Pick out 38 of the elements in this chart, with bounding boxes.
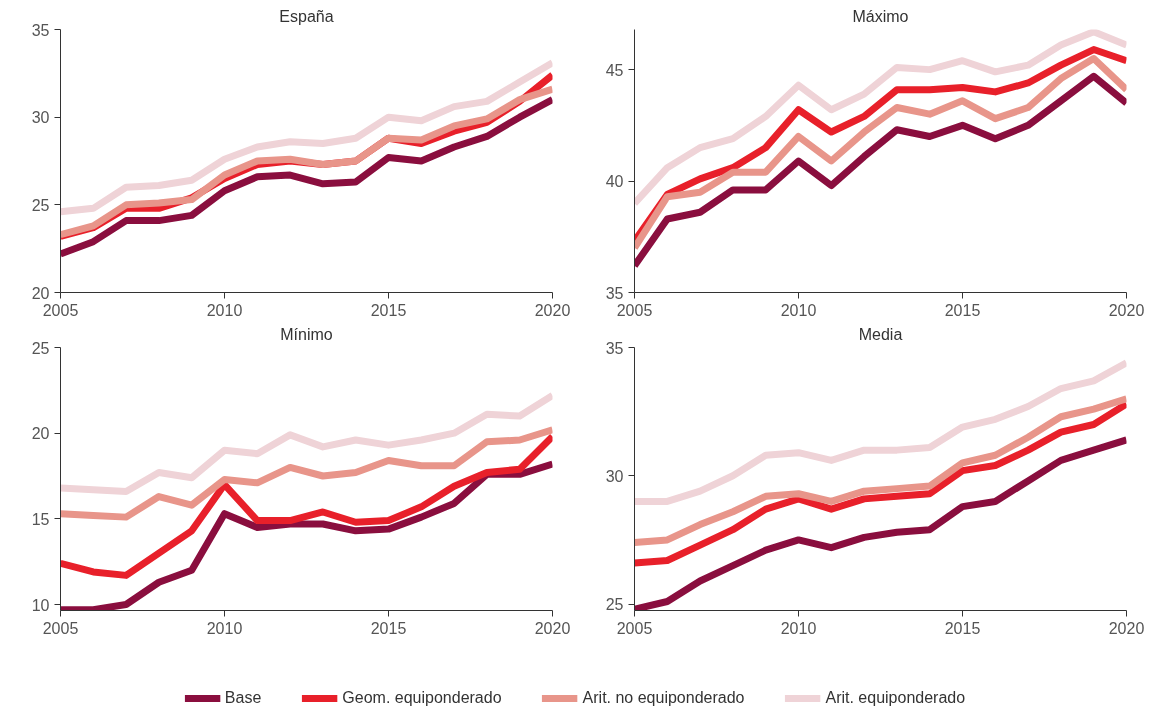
y-tick-label: 25: [31, 339, 50, 357]
x-tick-label: 2020: [1108, 619, 1145, 637]
x-tick-label: 2020: [534, 301, 571, 319]
x-tick-label: 2015: [944, 301, 981, 319]
x-tick-label: 2005: [616, 619, 653, 637]
chart-title: España: [279, 7, 334, 25]
legend-label: Arit. equiponderado: [825, 689, 966, 707]
x-tick-label: 2015: [370, 619, 407, 637]
x-tick-label: 2005: [42, 301, 79, 319]
x-tick-label: 2020: [1108, 301, 1145, 319]
y-tick-label: 35: [605, 284, 624, 302]
x-tick-label: 2020: [534, 619, 571, 637]
y-tick-label: 10: [31, 596, 50, 614]
x-tick-label: 2010: [780, 301, 817, 319]
x-tick-label: 2005: [616, 301, 653, 319]
y-tick-label: 35: [31, 21, 50, 39]
legend-label: Base: [224, 689, 262, 707]
y-tick-label: 25: [605, 596, 624, 614]
y-tick-label: 35: [605, 339, 624, 357]
y-tick-label: 30: [31, 109, 50, 127]
y-tick-label: 40: [605, 173, 624, 191]
y-tick-label: 25: [31, 196, 50, 214]
y-tick-label: 30: [605, 467, 624, 485]
y-tick-label: 20: [31, 284, 50, 302]
x-tick-label: 2010: [780, 619, 817, 637]
chart-title: Mínimo: [280, 325, 333, 343]
chart-title: Media: [858, 325, 903, 343]
x-tick-label: 2005: [42, 619, 79, 637]
chart-title: Máximo: [852, 7, 909, 25]
legend-label: Arit. no equiponderado: [582, 689, 745, 707]
y-tick-label: 15: [31, 510, 50, 528]
legend-label: Geom. equiponderado: [342, 689, 502, 707]
x-tick-label: 2015: [944, 619, 981, 637]
x-tick-label: 2010: [206, 619, 243, 637]
y-tick-label: 20: [31, 425, 50, 443]
x-tick-label: 2015: [370, 301, 407, 319]
y-tick-label: 45: [605, 61, 624, 79]
x-tick-label: 2010: [206, 301, 243, 319]
